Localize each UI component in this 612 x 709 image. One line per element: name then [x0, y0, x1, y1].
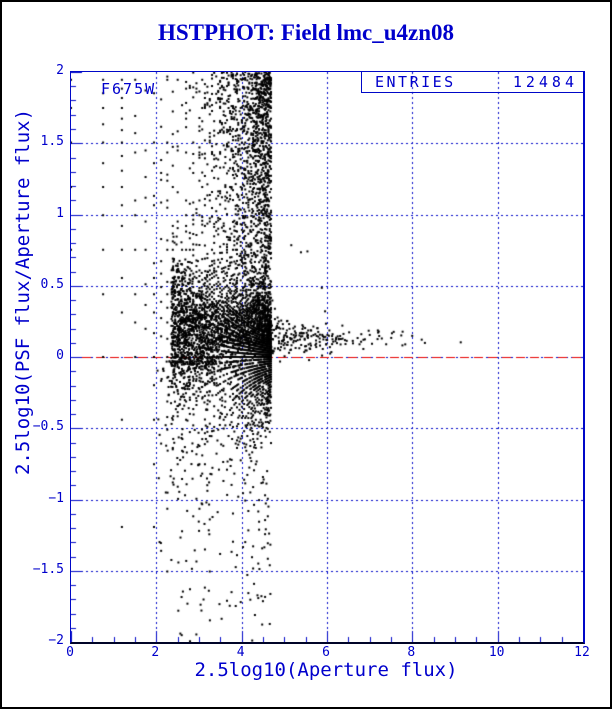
x-tick-label: 2 — [151, 645, 160, 660]
entries-value: 12484 — [512, 73, 578, 91]
x-tick-label: 6 — [322, 645, 330, 660]
page-title: HSTPHOT: Field lmc_u4zn08 — [157, 20, 455, 45]
x-axis-label: 2.5log10(Aperture flux) — [194, 659, 458, 681]
y-tick-label: 1 — [56, 205, 64, 221]
x-tick-label: 8 — [407, 645, 416, 660]
y-tick-label: 1.5 — [40, 134, 64, 150]
y-tick-label: −2 — [48, 633, 64, 648]
x-tick-label: 0 — [66, 645, 74, 660]
plot-canvas — [71, 72, 583, 642]
y-tick-label: 2 — [56, 63, 64, 78]
y-tick-label: 0.5 — [40, 276, 64, 292]
entries-label: ENTRIES — [375, 73, 456, 91]
x-tick-label: 4 — [236, 645, 245, 660]
x-tick-label: 10 — [488, 645, 505, 660]
y-tick-label: 0 — [56, 348, 64, 363]
x-tick-label: 12 — [574, 645, 590, 660]
y-tick-label: −1.5 — [32, 561, 64, 577]
y-tick-label: −0.5 — [32, 419, 64, 435]
filter-label: F675W — [101, 80, 157, 98]
entries-box: ENTRIES 12484 — [361, 71, 585, 93]
y-tick-label: −1 — [48, 490, 64, 506]
scatter-plot-frame: F675W ENTRIES 12484 — [70, 71, 585, 644]
